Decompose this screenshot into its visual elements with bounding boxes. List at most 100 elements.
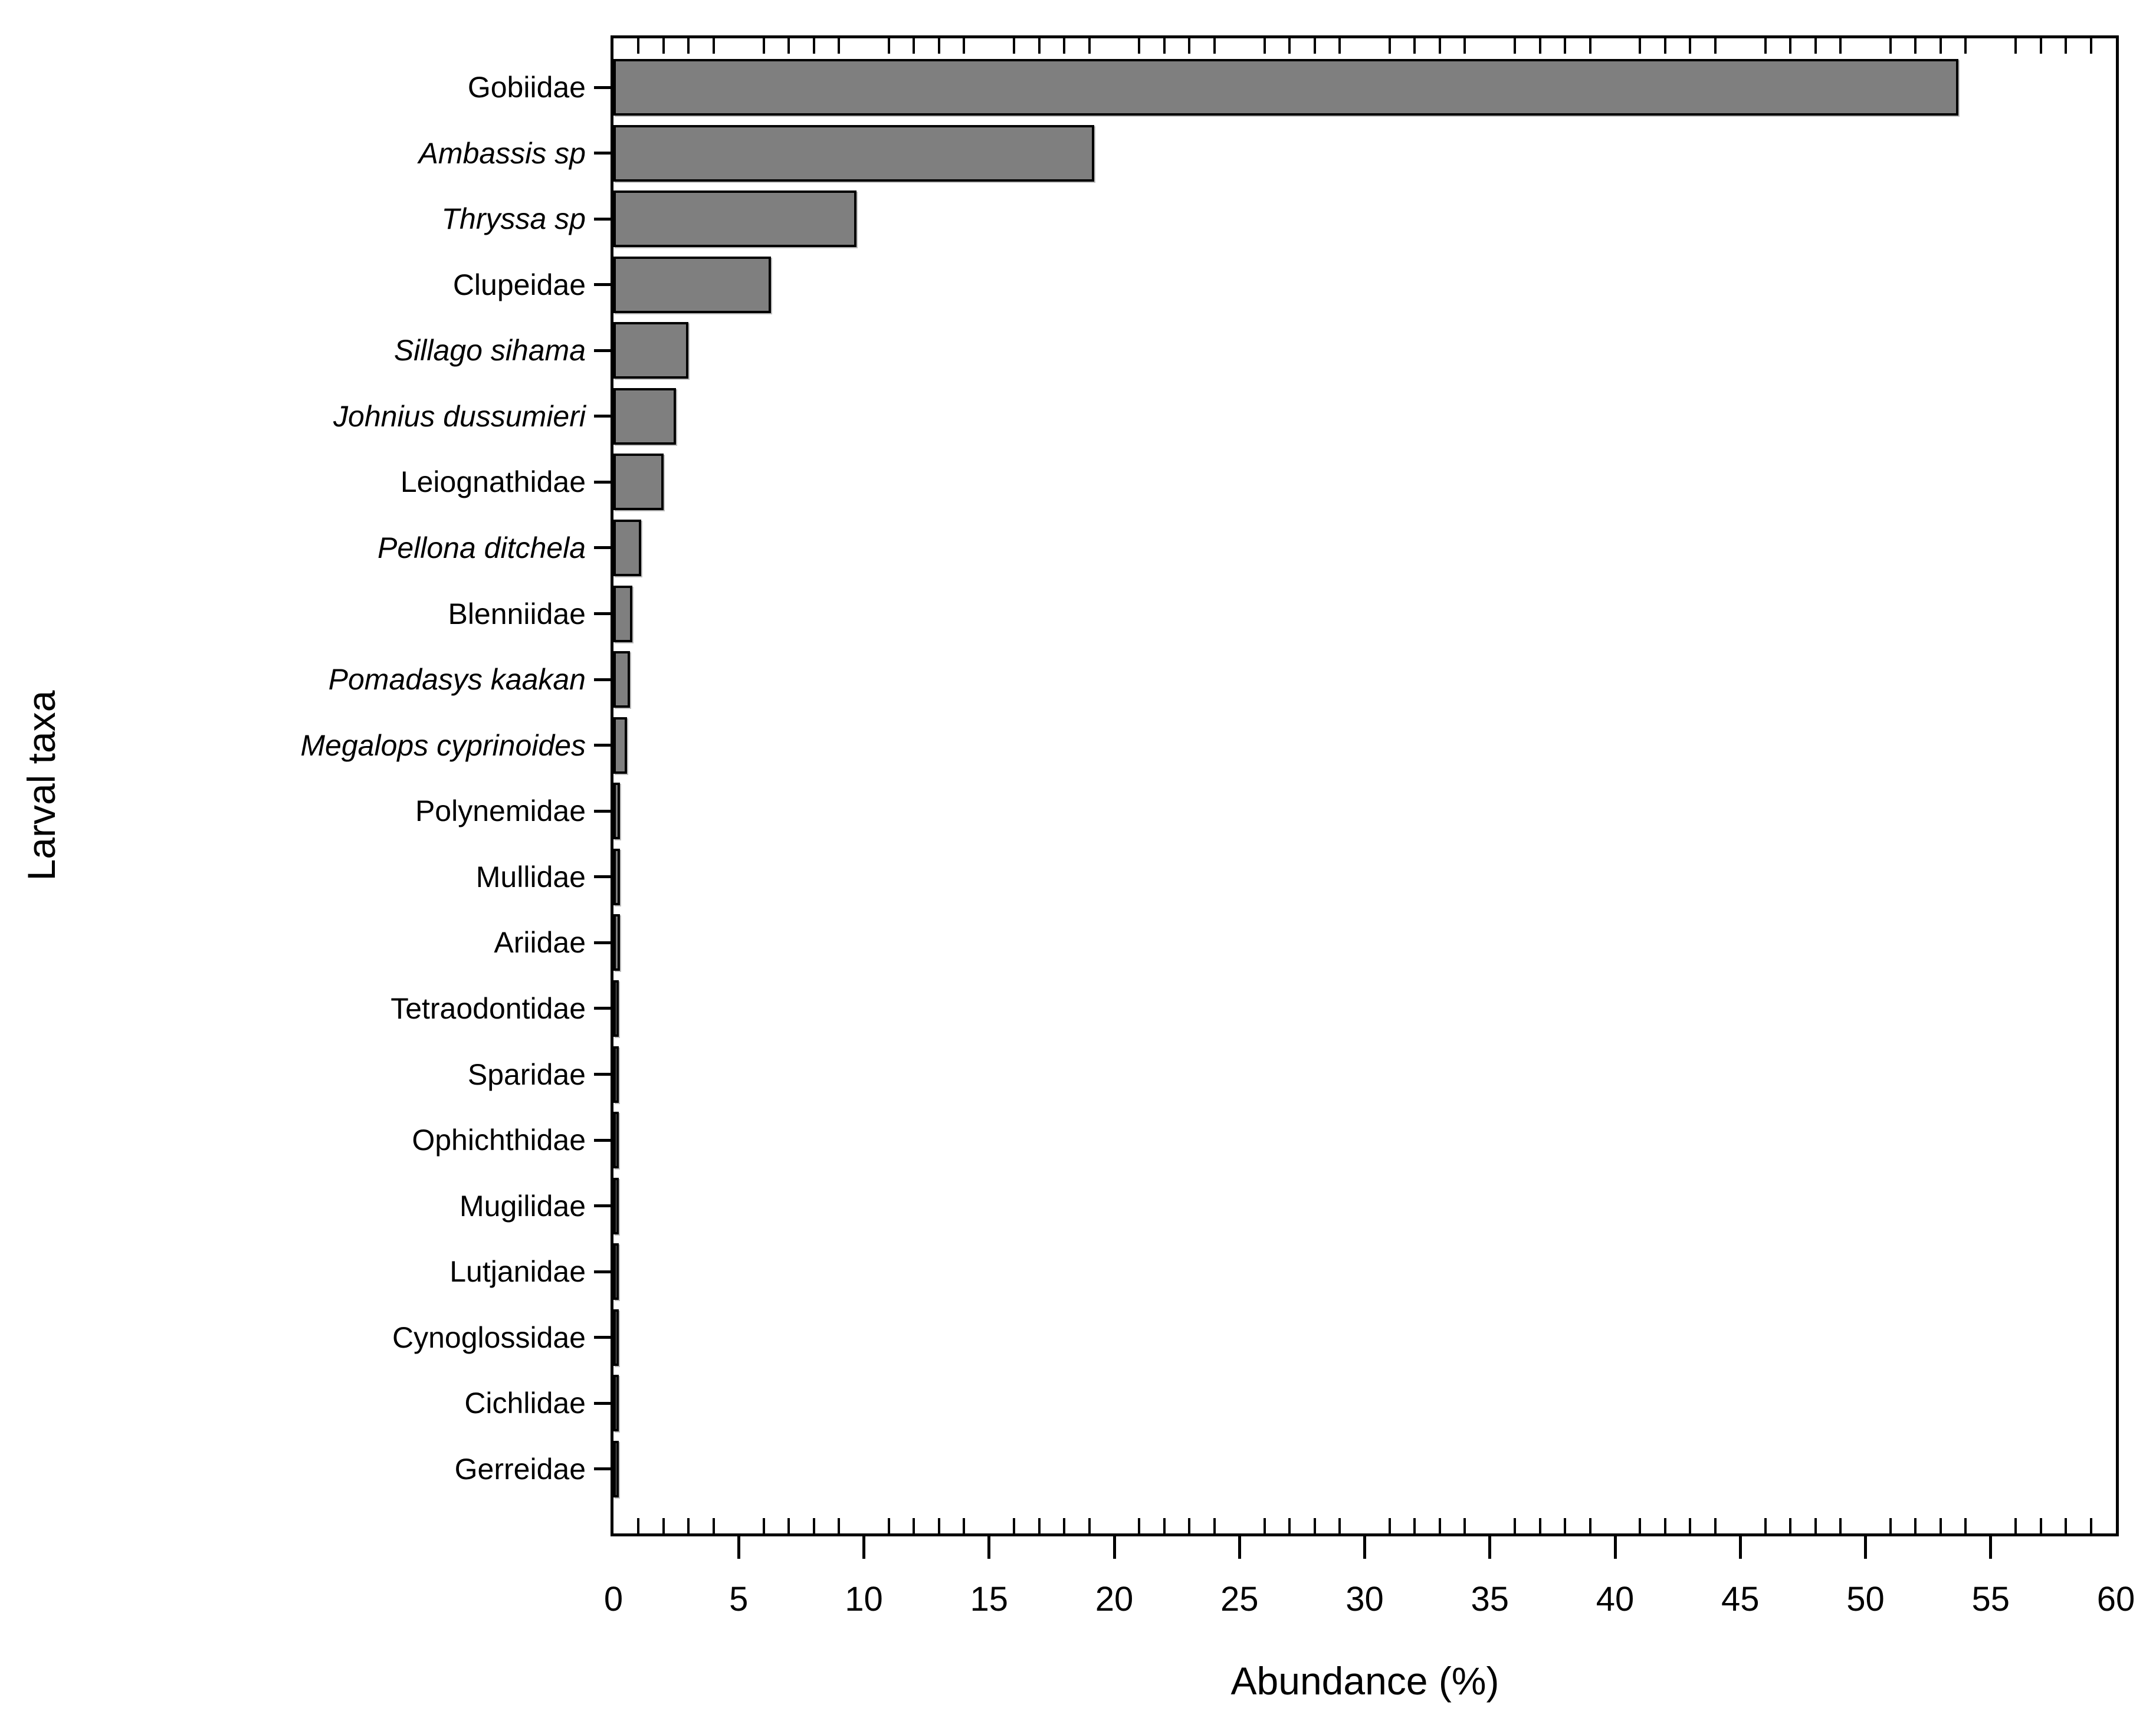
y-tick-label: Thryssa sp bbox=[441, 202, 586, 236]
x-axis-title: Abundance (%) bbox=[1230, 1659, 1499, 1703]
y-axis-tick bbox=[594, 1401, 611, 1405]
x-minor-tick-top bbox=[1564, 38, 1567, 54]
x-minor-tick-top bbox=[1939, 38, 1942, 54]
bar-blenniidae bbox=[613, 585, 632, 642]
y-tick-label: Blenniidae bbox=[448, 597, 586, 630]
y-tick-label: Tetraodontidae bbox=[390, 991, 586, 1025]
x-minor-tick-bottom bbox=[1789, 1518, 1792, 1533]
x-minor-tick-bottom bbox=[1839, 1518, 1842, 1533]
x-major-tick bbox=[862, 1536, 865, 1559]
x-minor-tick-top bbox=[937, 38, 940, 54]
y-axis-tick bbox=[594, 744, 611, 747]
y-tick-label: Johnius dussumieri bbox=[333, 399, 586, 433]
bar-mullidae bbox=[613, 848, 621, 905]
bar-cynoglossidae bbox=[613, 1309, 619, 1366]
x-minor-tick-bottom bbox=[1263, 1518, 1266, 1533]
x-minor-tick-bottom bbox=[1013, 1518, 1016, 1533]
x-tick-label: 15 bbox=[970, 1580, 1009, 1618]
x-major-tick bbox=[1864, 1536, 1867, 1559]
x-minor-tick-bottom bbox=[913, 1518, 915, 1533]
y-axis-tick bbox=[594, 152, 611, 155]
bar-megalops-cyprinoides bbox=[613, 717, 628, 774]
y-axis-tick bbox=[594, 1336, 611, 1339]
x-minor-tick-bottom bbox=[712, 1518, 715, 1533]
x-minor-tick-top bbox=[1589, 38, 1591, 54]
bar-ariidae bbox=[613, 914, 621, 971]
x-minor-tick-bottom bbox=[838, 1518, 841, 1533]
x-minor-tick-top bbox=[1714, 38, 1717, 54]
x-minor-tick-bottom bbox=[1663, 1518, 1666, 1533]
x-major-tick bbox=[1113, 1536, 1116, 1559]
x-minor-tick-top bbox=[1964, 38, 1967, 54]
x-minor-tick-bottom bbox=[1589, 1518, 1591, 1533]
x-minor-tick-top bbox=[1388, 38, 1391, 54]
x-minor-tick-bottom bbox=[1538, 1518, 1541, 1533]
y-axis-tick bbox=[594, 415, 611, 418]
x-major-tick bbox=[1613, 1536, 1617, 1559]
y-axis-tick bbox=[594, 283, 611, 287]
y-tick-label: Sillago sihama bbox=[393, 334, 586, 367]
x-minor-tick-bottom bbox=[1689, 1518, 1692, 1533]
x-minor-tick-bottom bbox=[1288, 1518, 1291, 1533]
bar-lutjanidae bbox=[613, 1243, 619, 1300]
x-major-tick bbox=[987, 1536, 991, 1559]
x-minor-tick-top bbox=[1413, 38, 1416, 54]
x-minor-tick-bottom bbox=[963, 1518, 966, 1533]
y-tick-label: Lutjanidae bbox=[449, 1255, 586, 1289]
x-tick-label: 40 bbox=[1596, 1580, 1635, 1618]
x-minor-tick-bottom bbox=[1338, 1518, 1341, 1533]
y-axis-tick bbox=[594, 1270, 611, 1273]
y-axis-tick bbox=[594, 546, 611, 550]
x-minor-tick-bottom bbox=[1438, 1518, 1441, 1533]
x-minor-tick-bottom bbox=[1564, 1518, 1567, 1533]
x-tick-label: 0 bbox=[603, 1580, 623, 1618]
x-minor-tick-top bbox=[2039, 38, 2042, 54]
x-minor-tick-top bbox=[637, 38, 640, 54]
x-minor-tick-top bbox=[762, 38, 765, 54]
y-tick-label: Cynoglossidae bbox=[392, 1321, 586, 1354]
x-minor-tick-top bbox=[1088, 38, 1091, 54]
bar-sparidae bbox=[613, 1046, 619, 1103]
bar-ambassis-sp bbox=[613, 124, 1095, 182]
x-minor-tick-top bbox=[1438, 38, 1441, 54]
y-tick-label: Megalops cyprinoides bbox=[300, 728, 586, 762]
x-minor-tick-bottom bbox=[637, 1518, 640, 1533]
x-minor-tick-bottom bbox=[662, 1518, 665, 1533]
x-major-tick bbox=[1989, 1536, 1993, 1559]
x-minor-tick-bottom bbox=[1413, 1518, 1416, 1533]
x-tick-label: 25 bbox=[1220, 1580, 1259, 1618]
x-minor-tick-top bbox=[1338, 38, 1341, 54]
x-minor-tick-bottom bbox=[1714, 1518, 1717, 1533]
x-tick-label: 5 bbox=[729, 1580, 749, 1618]
x-minor-tick-bottom bbox=[1163, 1518, 1166, 1533]
bar-clupeidae bbox=[613, 256, 772, 313]
y-tick-label: Polynemidae bbox=[415, 794, 586, 828]
x-major-tick bbox=[737, 1536, 740, 1559]
x-minor-tick-bottom bbox=[1388, 1518, 1391, 1533]
y-axis-tick bbox=[594, 349, 611, 352]
y-axis-tick bbox=[594, 1073, 611, 1076]
x-minor-tick-top bbox=[2014, 38, 2017, 54]
x-tick-label: 30 bbox=[1346, 1580, 1384, 1618]
x-minor-tick-bottom bbox=[2014, 1518, 2017, 1533]
x-minor-tick-bottom bbox=[1939, 1518, 1942, 1533]
x-minor-tick-bottom bbox=[1463, 1518, 1466, 1533]
y-tick-label: Mullidae bbox=[475, 860, 586, 894]
y-axis-tick bbox=[594, 875, 611, 879]
x-tick-label: 20 bbox=[1095, 1580, 1134, 1618]
y-tick-label: Ambassis sp bbox=[418, 136, 586, 170]
y-axis-tick bbox=[594, 480, 611, 484]
bar-sillago-sihama bbox=[613, 322, 689, 379]
x-minor-tick-bottom bbox=[1964, 1518, 1967, 1533]
bar-mugilidae bbox=[613, 1177, 619, 1234]
bar-thryssa-sp bbox=[613, 190, 857, 248]
y-tick-label: Gerreidae bbox=[454, 1452, 586, 1486]
x-minor-tick-top bbox=[2065, 38, 2068, 54]
y-tick-label: Mugilidae bbox=[459, 1189, 586, 1223]
x-minor-tick-bottom bbox=[1889, 1518, 1892, 1533]
x-minor-tick-bottom bbox=[762, 1518, 765, 1533]
x-tick-label: 50 bbox=[1846, 1580, 1885, 1618]
x-minor-tick-top bbox=[1263, 38, 1266, 54]
x-minor-tick-top bbox=[1538, 38, 1541, 54]
